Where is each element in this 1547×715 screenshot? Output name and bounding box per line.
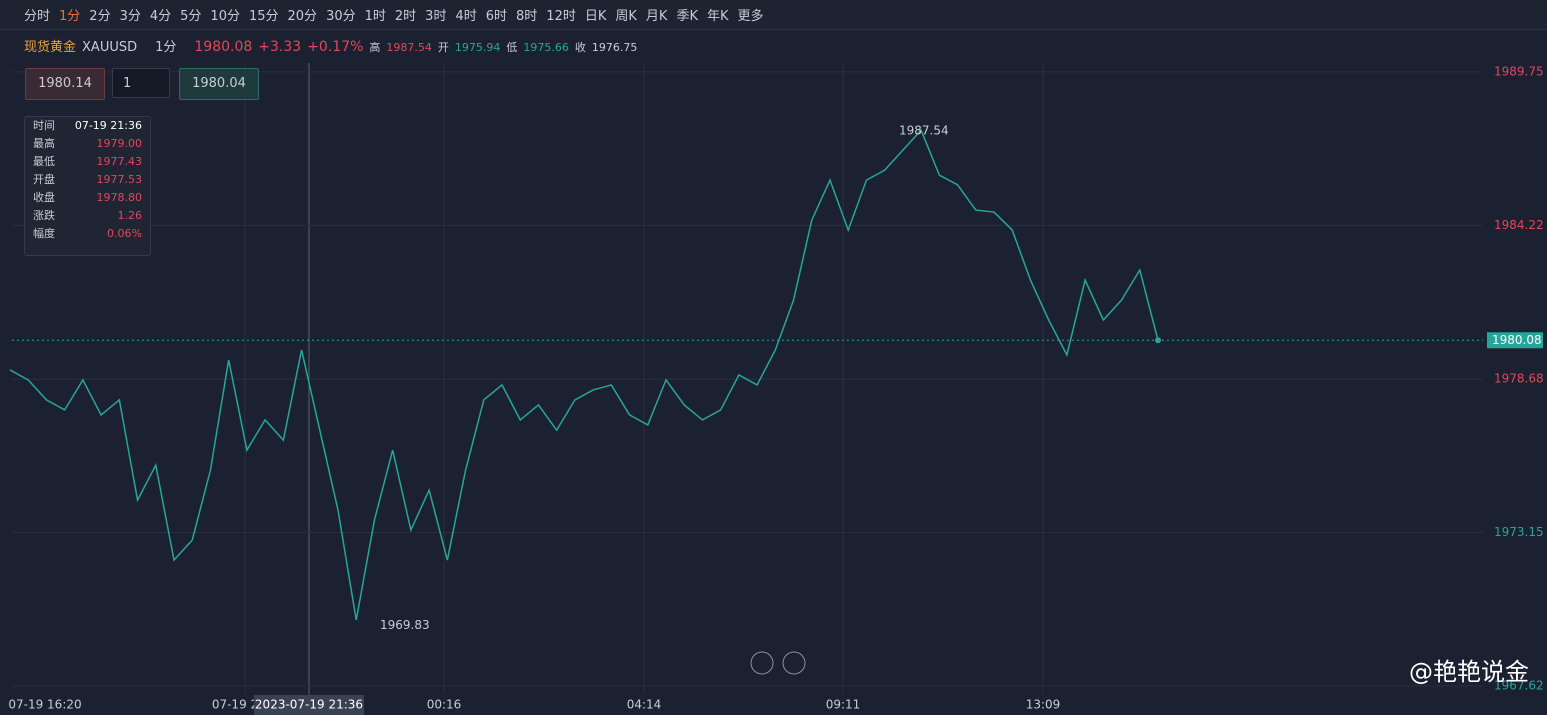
axis-bg [1483, 31, 1547, 715]
tooltip-value: 1977.53 [96, 173, 143, 186]
close: 1976.75 [591, 41, 638, 54]
tooltip-key: 最高 [33, 137, 55, 150]
tooltip-value: 1977.43 [96, 155, 143, 168]
period-tab[interactable]: 6时 [485, 9, 508, 24]
prev-button[interactable] [750, 651, 774, 675]
tooltip-key: 最低 [33, 155, 55, 168]
symbol-name[interactable]: 现货黄金 [24, 40, 77, 55]
high-label: 高 [369, 41, 381, 54]
last-price-label: 1980.08 [1492, 333, 1542, 347]
symbol[interactable]: XAUUSD [82, 40, 138, 55]
low: 1975.66 [523, 41, 569, 54]
tooltip: 时间 07-19 21:36 最高 1979.00 最低 1977.43 开盘 1977.53… [24, 116, 151, 256]
high: 1987.54 [386, 41, 432, 54]
y-tick-label: 1973.15 [1494, 525, 1544, 539]
header: 现货黄金 XAUUSD 1分 1980.08 +3.33 +0.17% 高 198… [24, 36, 637, 55]
toolbar: 分时 1分 2分 3分 4分 5分 10分 15分 20分 30分 1时 2时 3时 4时 6时 8时 12时日… [0, 0, 1547, 30]
tooltip-value: 0.06% [107, 227, 142, 240]
y-tick-label: 1989.75 [1494, 64, 1544, 78]
period-tab[interactable]: 月K [645, 9, 668, 24]
tooltip-row: 涨跌 1.26 [25, 207, 150, 225]
time-label: 07-19 16:20 [8, 698, 81, 712]
min-annotation: 1969.83 [380, 618, 430, 632]
tooltip-value: 1979.00 [96, 137, 143, 150]
tooltip-key: 收盘 [33, 191, 55, 204]
period-tab[interactable]: 4时 [455, 9, 477, 24]
chart: 1989.75 1984.22 1978.68 1973.15 1967.62 1980.… [8, 31, 1547, 715]
price-line [9, 128, 1159, 621]
period-tab[interactable]: 季K [676, 9, 698, 24]
time-label: 00:16 [427, 698, 462, 712]
time-label: 13:09 [1026, 698, 1061, 712]
buy-button[interactable]: 1980.04 [179, 68, 259, 100]
tooltip-row: 幅度 0.06% [25, 225, 150, 243]
period-tab[interactable]: 周K [615, 9, 637, 24]
sell-button[interactable]: 1980.14 [25, 68, 105, 100]
tooltip-row: 最高 1979.00 [25, 135, 150, 153]
last-dot [1155, 337, 1161, 344]
period[interactable]: 1分 [155, 40, 177, 55]
watermark: @艳艳说金 [1409, 658, 1529, 686]
period-tab[interactable]: 12时 [546, 9, 576, 24]
low-label: 低 [506, 41, 518, 54]
tooltip-value: 1.26 [117, 209, 143, 222]
time-label: 07-19 2 [212, 698, 258, 712]
period-tab[interactable]: 更多 [737, 9, 764, 24]
period-tab[interactable]: 日K [584, 9, 607, 24]
time-label: 04:14 [627, 698, 662, 712]
crosshair-badge [254, 695, 364, 715]
period-tab[interactable]: 2时 [394, 9, 417, 24]
period-tab[interactable]: 30分 [326, 9, 356, 24]
period-tab[interactable]: 4分 [149, 9, 172, 24]
tooltip-key: 时间 [33, 119, 55, 132]
crosshair-label: 2023-07-19 21:36 [255, 698, 363, 712]
period-tab[interactable]: 5分 [180, 9, 202, 24]
tooltip-row: 收盘 1978.80 [25, 189, 150, 207]
change-pct: +0.17% [307, 39, 364, 55]
period-tab[interactable]: 10分 [210, 9, 240, 24]
last-price-badge [1487, 332, 1543, 349]
y-tick-label: 1967.62 [1494, 679, 1544, 693]
y-tick-label: 1978.68 [1494, 372, 1544, 386]
tooltip-row: 开盘 1977.53 [25, 171, 150, 189]
period-tab[interactable]: 20分 [287, 9, 318, 24]
period-tab[interactable]: 1时 [364, 9, 386, 24]
tooltip-row: 时间 07-19 21:36 [25, 117, 150, 135]
max-annotation: 1987.54 [899, 124, 949, 138]
price: 1980.08 [194, 39, 253, 55]
tooltip-value: 1978.80 [96, 191, 143, 204]
tooltip-key: 开盘 [33, 173, 55, 186]
close-label: 收 [574, 41, 586, 54]
tooltip-row: 最低 1977.43 [25, 153, 150, 171]
change: +3.33 [258, 39, 302, 55]
period-tab[interactable]: 3分 [119, 9, 141, 24]
tooltip-value: 07-19 21:36 [74, 119, 142, 132]
open: 1975.94 [454, 41, 501, 54]
open-label: 开 [437, 41, 449, 54]
period-tab[interactable]: 15分 [248, 9, 279, 24]
next-button[interactable] [782, 651, 806, 675]
time-label: 09:11 [826, 698, 861, 712]
tooltip-key: 幅度 [33, 227, 55, 240]
period-tab[interactable]: 2分 [89, 9, 111, 24]
qty-input[interactable]: 1 [112, 68, 170, 98]
y-tick-label: 1984.22 [1494, 218, 1544, 232]
tooltip-key: 涨跌 [33, 209, 55, 222]
period-tab[interactable]: 分时 [24, 9, 51, 24]
period-tab[interactable]: 年K [706, 9, 729, 24]
period-tab[interactable]: 1分 [59, 9, 81, 24]
period-tab[interactable]: 3时 [425, 9, 447, 24]
period-tab[interactable]: 8时 [516, 9, 538, 24]
